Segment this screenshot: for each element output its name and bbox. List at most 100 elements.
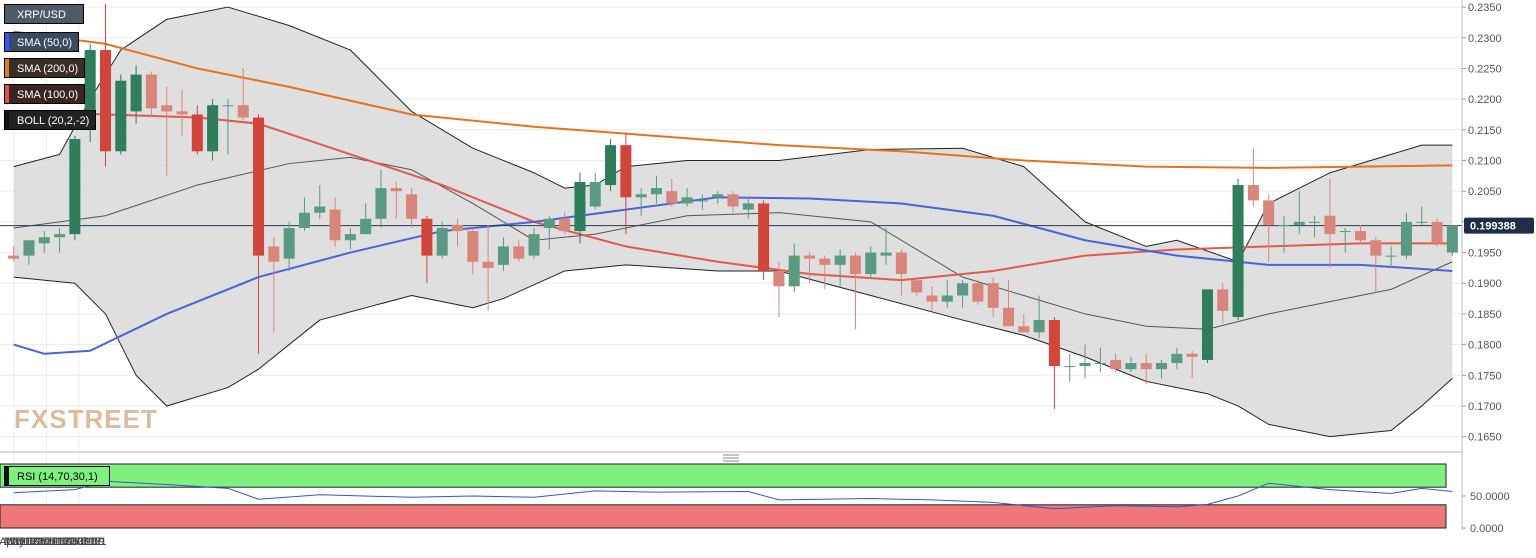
legend-sma50[interactable]: SMA (50,0) bbox=[4, 32, 80, 52]
rsi-panel: 50.0000 0.0000 bbox=[0, 454, 1510, 535]
candle-body bbox=[1355, 231, 1367, 241]
x-tick-label: 19 bbox=[27, 536, 39, 548]
fxstreet-watermark: FXSTREET bbox=[14, 404, 158, 434]
candle-body bbox=[360, 218, 372, 235]
candle-body bbox=[329, 209, 341, 241]
candle-body bbox=[788, 255, 800, 287]
candle-body bbox=[696, 200, 708, 202]
candle-body bbox=[1339, 231, 1351, 233]
candle-body bbox=[559, 218, 571, 232]
candle-body bbox=[1140, 363, 1152, 370]
x-tick-label: 17 bbox=[90, 536, 102, 548]
candle-body bbox=[941, 295, 953, 302]
x-tick-label: 13 bbox=[86, 536, 98, 548]
x-tick-label: 9 bbox=[20, 536, 26, 548]
candle-body bbox=[727, 194, 739, 207]
y-tick-label: 0.2050 bbox=[1468, 186, 1502, 198]
last-price-label: 0.199388 bbox=[1470, 221, 1516, 233]
candle-body bbox=[834, 255, 846, 265]
candle-body bbox=[451, 224, 464, 232]
date-axis: Apr2729May357911131517192123252729Jun357… bbox=[0, 536, 107, 548]
x-tick-label: 3 bbox=[13, 536, 19, 548]
legend-sma200[interactable]: SMA (200,0) bbox=[4, 58, 86, 78]
candle-body bbox=[69, 139, 81, 235]
candle-body bbox=[513, 246, 525, 259]
candle-body bbox=[222, 105, 234, 107]
legend-sma100[interactable]: SMA (100,0) bbox=[4, 84, 86, 104]
y-tick-label: 0.2150 bbox=[1468, 125, 1502, 137]
candle-body bbox=[1033, 320, 1045, 333]
candle-body bbox=[666, 191, 678, 204]
candle-body bbox=[849, 255, 861, 275]
candle-body bbox=[1064, 366, 1076, 368]
x-tick-label: 29 bbox=[71, 536, 83, 548]
candle-body bbox=[436, 228, 448, 256]
candle-body bbox=[895, 252, 907, 275]
candle-body bbox=[957, 283, 969, 296]
candle-body bbox=[8, 255, 20, 259]
y-tick-label: 0.2350 bbox=[1468, 2, 1502, 14]
candle-body bbox=[176, 111, 188, 115]
x-tick-label: 11 bbox=[52, 536, 63, 548]
x-tick-label: 13 bbox=[21, 536, 33, 548]
x-tick-label: 17 bbox=[25, 536, 37, 548]
y-tick-label: 0.1750 bbox=[1468, 370, 1502, 382]
candle-body bbox=[207, 105, 219, 152]
candle-body bbox=[758, 203, 770, 271]
y-tick-label: 0.1800 bbox=[1468, 340, 1502, 352]
candle-body bbox=[1385, 255, 1397, 257]
candle-body bbox=[237, 105, 249, 118]
x-tick-label: Jun bbox=[38, 536, 56, 548]
candle-body bbox=[1400, 221, 1412, 256]
candle-body bbox=[1002, 307, 1015, 327]
candle-body bbox=[605, 145, 617, 186]
indicator-lines bbox=[0, 6, 1462, 438]
candle-body bbox=[283, 228, 295, 259]
candle-body bbox=[1446, 225, 1458, 253]
bollinger-band bbox=[13, 7, 1453, 437]
x-tick-label: 3 bbox=[78, 536, 84, 548]
x-tick-label: 21 bbox=[30, 536, 42, 548]
candle-body bbox=[987, 283, 999, 308]
x-tick-label: 27 bbox=[36, 536, 48, 548]
x-tick-label: 27 bbox=[4, 536, 16, 548]
x-tick-label: 23 bbox=[64, 536, 76, 548]
candle-body bbox=[972, 283, 984, 302]
candle-body bbox=[742, 203, 754, 210]
candle-body bbox=[467, 231, 479, 262]
candle-body bbox=[1201, 289, 1213, 360]
x-tick-label: 15 bbox=[23, 536, 35, 548]
x-tick-label: 15 bbox=[88, 536, 100, 548]
x-tick-label: 29 bbox=[38, 536, 50, 548]
candle-body bbox=[528, 234, 540, 256]
x-tick-label: 11 bbox=[19, 536, 30, 548]
x-tick-label: 5 bbox=[15, 536, 21, 548]
candle-body bbox=[421, 218, 433, 256]
x-tick-label: May bbox=[4, 536, 25, 548]
candle-body bbox=[804, 255, 816, 259]
candle-body bbox=[1156, 363, 1168, 370]
x-tick-label: 5 bbox=[80, 536, 86, 548]
x-tick-label: 9 bbox=[52, 536, 58, 548]
candle-body bbox=[314, 206, 326, 213]
candle-body bbox=[1247, 185, 1259, 201]
y-tick-label: 0.1850 bbox=[1468, 309, 1502, 321]
x-tick-label: 7 bbox=[18, 536, 24, 548]
candle-body bbox=[54, 234, 66, 238]
x-tick-label: 19 bbox=[92, 536, 104, 548]
y-tick-label: 0.1700 bbox=[1468, 401, 1502, 413]
candle-body bbox=[880, 252, 892, 256]
candle-body bbox=[543, 218, 555, 228]
candle-body bbox=[1324, 215, 1336, 235]
candle-body bbox=[253, 117, 265, 256]
candle-body bbox=[344, 234, 356, 241]
candle-body bbox=[1094, 363, 1106, 365]
x-tick-label: 3 bbox=[46, 536, 52, 548]
candle-body bbox=[1186, 353, 1198, 357]
candle-body bbox=[406, 194, 418, 219]
boll-mid-line bbox=[13, 156, 1453, 330]
candles bbox=[8, 4, 1458, 410]
candle-body bbox=[865, 252, 877, 275]
legend-rsi[interactable]: RSI (14,70,30,1) bbox=[4, 466, 110, 486]
legend-boll[interactable]: BOLL (20,2,-2) bbox=[4, 110, 97, 130]
